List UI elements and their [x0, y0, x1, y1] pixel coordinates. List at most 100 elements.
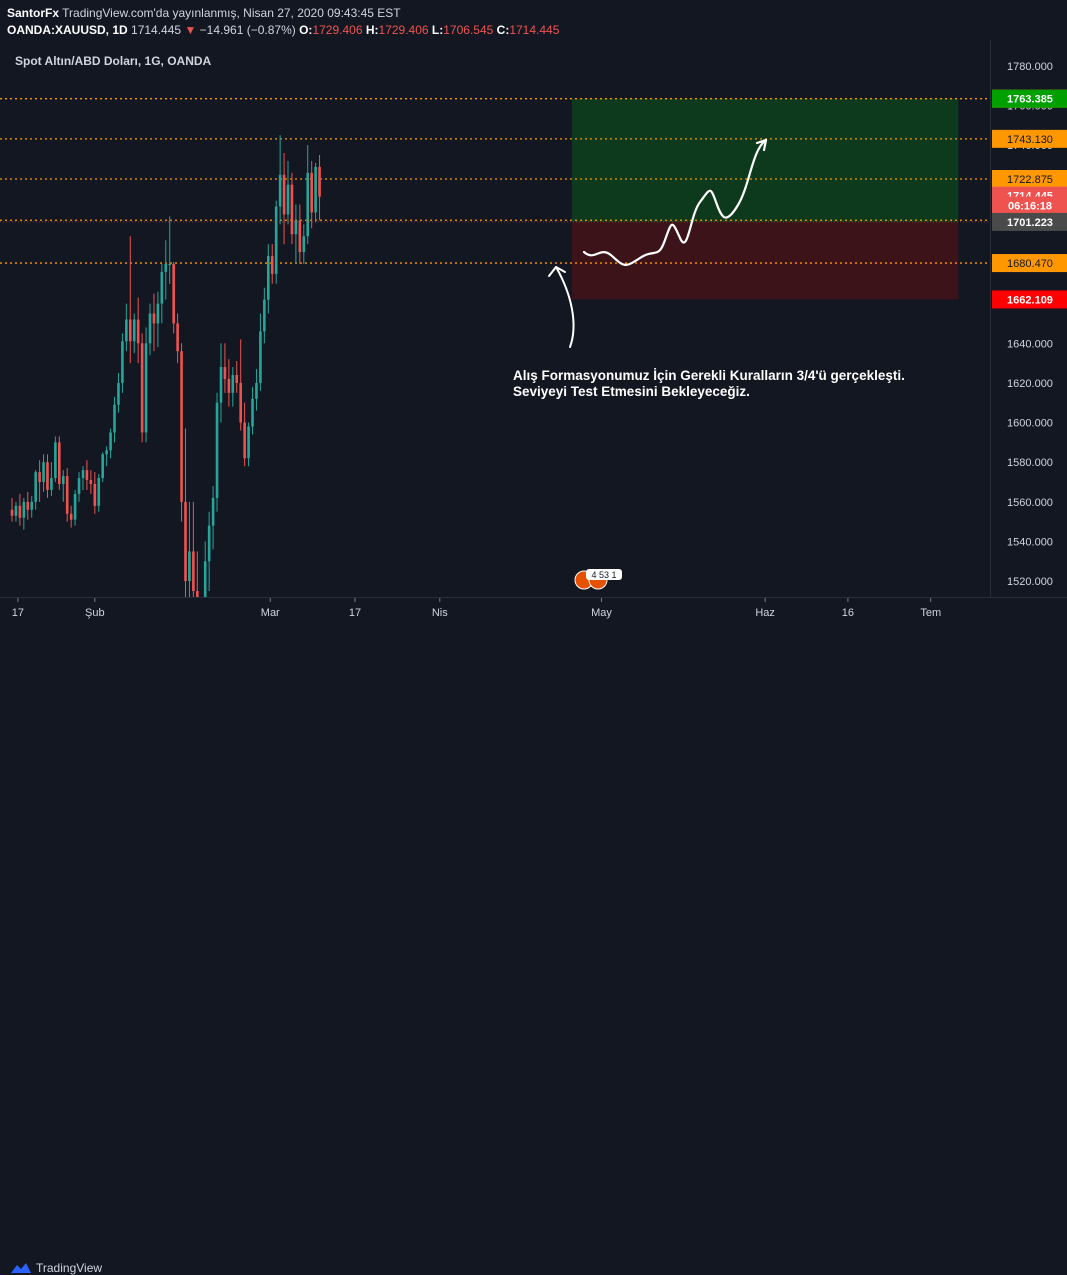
candle-body [215, 402, 219, 498]
candle-body [85, 470, 89, 481]
candle-body [50, 478, 53, 490]
candle-body [128, 319, 132, 342]
level-price-badge [992, 129, 1067, 148]
candle-body [251, 398, 254, 427]
event-count-box [586, 569, 622, 580]
publisher-name[interactable]: SantorFx [7, 6, 60, 20]
symbol-label[interactable]: OANDA:XAUUSD, 1D [7, 23, 128, 37]
candle-body [140, 343, 144, 433]
candle-body [243, 422, 246, 459]
price-badge-label: 1701.223 [1007, 217, 1053, 229]
candle-body [152, 313, 156, 324]
candle-body [148, 313, 152, 344]
candle-body [184, 501, 187, 582]
y-tick-label: 1780.000 [1007, 61, 1053, 73]
level-price-label: 1722.875 [1007, 174, 1053, 186]
x-tick-label: Haz [755, 607, 775, 619]
time-axis[interactable]: 17 Şub Mar 17 Nis May Haz 16 Tem [0, 597, 1067, 625]
candle-body [286, 184, 290, 215]
candle-body [61, 476, 65, 485]
candle-body [314, 166, 317, 213]
candle-body [42, 462, 45, 483]
candle-body [58, 442, 61, 485]
projection-arrowhead [755, 138, 768, 152]
series-legend-title[interactable]: Spot Altın/ABD Doları, 1G, OANDA [15, 54, 212, 68]
y-tick-label: 1520.000 [1007, 576, 1053, 588]
candle-body [14, 505, 18, 516]
change-down-icon: ▼ [184, 23, 197, 37]
low-label: L: [431, 23, 444, 37]
x-tick-label: 17 [349, 607, 361, 619]
candle-body [306, 172, 310, 237]
candlestick-chart[interactable]: 4 53 1 [0, 40, 990, 681]
chart-annotation[interactable]: Alış Formasyonumuz İçin Gerekli Kurallar… [513, 368, 905, 399]
candle-body [266, 256, 270, 300]
candle-body [101, 454, 104, 479]
candle-body [46, 462, 49, 490]
price-badge [992, 212, 1067, 231]
projection-path [582, 138, 768, 266]
x-tick-label: May [591, 607, 612, 619]
pointer-arrowhead [548, 266, 566, 277]
candle-body [278, 174, 282, 207]
tradingview-brand: TradingView [36, 1261, 103, 1275]
tradingview-logo[interactable]: TradingView [10, 1261, 102, 1275]
candle-body [54, 442, 57, 479]
close-label: C: [496, 23, 510, 37]
candle-body [77, 478, 81, 494]
y-tick-label: 1600.000 [1007, 418, 1053, 430]
level-price-badge [992, 170, 1067, 189]
y-tick-label: 1580.000 [1007, 457, 1053, 469]
chart-pane[interactable]: 4 53 1 [0, 40, 990, 681]
candle-body [294, 220, 298, 235]
candle-body [223, 367, 227, 379]
candle-body [18, 505, 22, 518]
candle-body [132, 319, 136, 342]
candle-body [290, 184, 294, 235]
candle-body [22, 501, 26, 518]
candle-body [121, 341, 124, 383]
x-tick-label: Mar [261, 607, 280, 619]
level-price-label: 1743.130 [1007, 134, 1053, 146]
tradingview-logo-icon [11, 1263, 31, 1273]
candle-body [73, 493, 77, 520]
open-value: 1729.406 [312, 23, 363, 37]
candle-body [38, 472, 41, 483]
candle-body [203, 561, 207, 621]
level-price-label: 1680.470 [1007, 258, 1053, 270]
pointer-arrow [555, 266, 575, 348]
candle-body [235, 374, 239, 383]
candle-body [10, 509, 14, 516]
candle-body [113, 404, 116, 433]
publish-info: SantorFx TradingView.com'da yayınlanmış,… [7, 6, 401, 20]
ohlc-legend: OANDA:XAUUSD, 1D 1714.445 ▼ −14.961 (−0.… [7, 23, 559, 37]
candle-body [259, 331, 262, 383]
candle-body [207, 525, 211, 562]
candle-body [255, 382, 258, 399]
candle-body [34, 472, 37, 502]
candle-body [247, 426, 250, 459]
stop-zone [571, 221, 959, 300]
candle-body [231, 374, 235, 393]
open-label: O: [299, 23, 313, 37]
event-count: 4 53 1 [591, 570, 616, 580]
y-tick-label: 1560.000 [1007, 497, 1053, 509]
time-axis-scale[interactable]: 17 Şub Mar 17 Nis May Haz 16 Tem [0, 598, 1067, 626]
candle-body [310, 172, 313, 213]
candle-body [136, 319, 140, 344]
candle-body [168, 263, 172, 265]
price-axis-scale[interactable]: 1520.000 1540.000 1560.000 1580.000 1600.000… [991, 40, 1067, 597]
high-value: 1729.406 [378, 23, 429, 37]
y-tick-label: 1640.000 [1007, 338, 1053, 350]
candle-body [270, 256, 274, 274]
price-axis[interactable]: 1520.000 1540.000 1560.000 1580.000 1600.000… [990, 40, 1067, 597]
published-text: TradingView.com'da yayınlanmış, Nisan 27… [62, 6, 401, 20]
candle-body [211, 497, 215, 526]
target-zone [571, 98, 959, 222]
x-tick-label: Şub [85, 607, 105, 619]
candle-body [180, 351, 183, 502]
candle-body [282, 174, 286, 215]
candle-body [81, 470, 85, 479]
candle-body [144, 343, 148, 433]
chart-header: SantorFx TradingView.com'da yayınlanmış,… [0, 0, 1067, 40]
